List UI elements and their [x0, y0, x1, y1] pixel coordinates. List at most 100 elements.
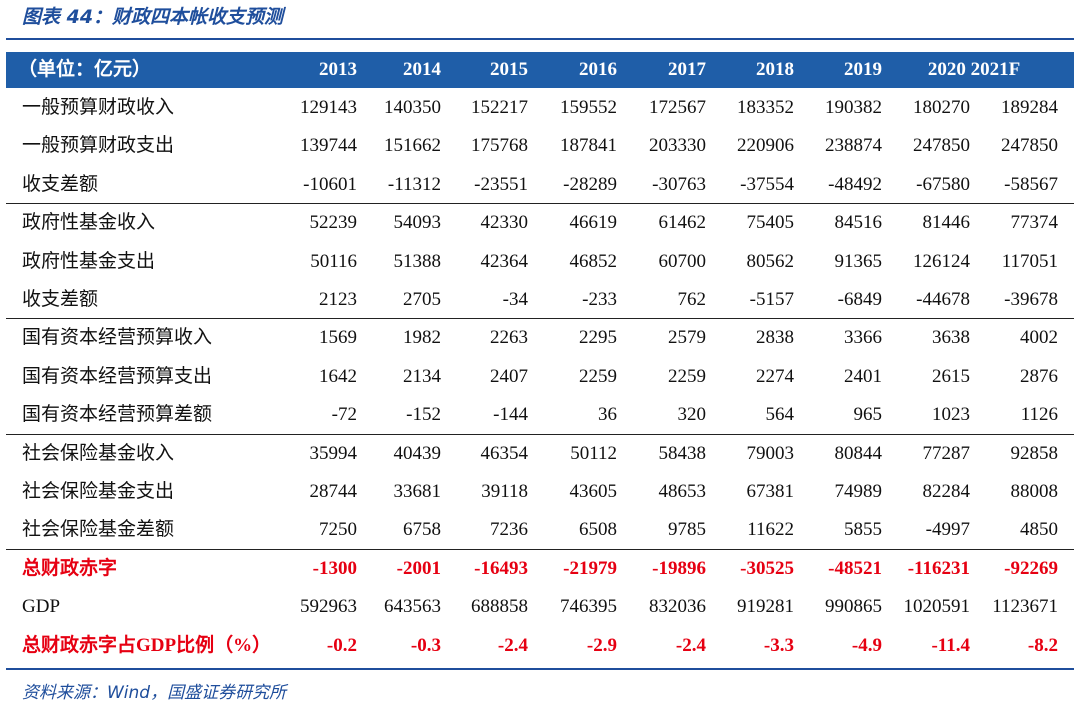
cell-value: 180270 [913, 97, 970, 118]
cell-value: 1982 [403, 327, 441, 349]
cell-value: 58438 [658, 442, 707, 464]
cell-value: 46619 [569, 212, 618, 234]
cell-value: 175768 [471, 135, 528, 157]
row-label: 社会保险基金支出 [22, 481, 175, 502]
cell-value: -21979 [563, 557, 617, 579]
cell-value: 28744 [309, 481, 358, 502]
cell-value: 43605 [569, 481, 618, 502]
cell-value: -16493 [474, 557, 528, 579]
cell-value: 48653 [658, 481, 707, 502]
header-cell: 2015 [490, 59, 528, 80]
cell-value: -233 [582, 289, 617, 310]
cell-value: -39678 [1004, 289, 1058, 310]
cell-value: -28289 [563, 173, 617, 195]
cell-value: 117051 [1001, 250, 1058, 272]
cell-value: 80844 [834, 442, 883, 464]
cell-value: 220906 [737, 135, 794, 157]
cell-value: -2.9 [586, 634, 617, 656]
cell-value: -2.4 [675, 634, 706, 656]
header-cell: 2019 [844, 59, 882, 80]
cell-value: 990865 [825, 596, 882, 618]
cell-value: 84516 [834, 212, 883, 234]
cell-value: 152217 [471, 97, 528, 118]
top-rule [6, 38, 1074, 40]
cell-value: 11622 [747, 519, 794, 541]
cell-value: 832036 [649, 596, 706, 618]
bottom-rule [6, 668, 1074, 670]
row-label: 国有资本经营预算差额 [22, 404, 213, 426]
cell-value: -11312 [387, 173, 441, 195]
cell-value: 238874 [825, 135, 882, 157]
cell-value: 79003 [746, 442, 795, 464]
cell-value: 61462 [658, 212, 707, 234]
cell-value: 81446 [922, 212, 971, 234]
cell-value: 159552 [560, 97, 617, 118]
cell-value: 203330 [649, 135, 706, 157]
cell-value: -5157 [749, 289, 794, 310]
cell-value: -0.3 [410, 634, 441, 656]
cell-value: 46354 [480, 442, 529, 464]
cell-value: 80562 [746, 250, 795, 272]
cell-value: 91365 [834, 250, 883, 272]
row-label: 国有资本经营预算收入 [22, 327, 213, 349]
cell-value: 919281 [737, 596, 794, 618]
cell-value: 82284 [922, 481, 971, 502]
cell-value: -1300 [312, 557, 357, 579]
row-label: 政府性基金收入 [22, 212, 156, 234]
cell-value: 1020591 [903, 596, 971, 618]
cell-value: -6849 [837, 289, 882, 310]
cell-value: 77374 [1010, 212, 1059, 234]
cell-value: 247850 [1001, 135, 1058, 157]
source: 资料来源：Wind，国盛证券研究所 [22, 683, 287, 703]
cell-value: 140350 [384, 97, 441, 118]
cell-value: 2838 [756, 327, 794, 349]
group-rule [6, 433, 1074, 435]
cell-value: 52239 [309, 212, 358, 234]
cell-value: 151662 [384, 135, 441, 157]
cell-value: 39118 [481, 481, 528, 502]
group-rule [6, 318, 1074, 320]
cell-value: 40439 [393, 442, 442, 464]
cell-value: 51388 [393, 250, 442, 272]
header-cell: 2018 [756, 59, 794, 80]
cell-value: 42364 [480, 250, 529, 272]
cell-value: 36 [598, 404, 617, 426]
cell-value: 2274 [756, 365, 794, 387]
cell-value: -23551 [474, 173, 528, 195]
cell-value: 1569 [319, 327, 357, 349]
cell-value: 2705 [403, 289, 441, 310]
cell-value: 2263 [490, 327, 528, 349]
cell-value: 139744 [300, 135, 357, 157]
cell-value: -34 [502, 289, 528, 310]
cell-value: 3366 [844, 327, 882, 349]
header-unit: （单位：亿元） [18, 59, 152, 80]
cell-value: 3638 [932, 327, 970, 349]
cell-value: -0.2 [326, 634, 357, 656]
cell-value: 9785 [668, 519, 706, 541]
cell-value: 2876 [1020, 365, 1058, 387]
cell-value: 77287 [922, 442, 971, 464]
cell-value: -4.9 [851, 634, 882, 656]
cell-value: -30525 [740, 557, 794, 579]
cell-value: 183352 [737, 97, 794, 118]
header-cell: 2017 [668, 59, 706, 80]
cell-value: 6508 [579, 519, 617, 541]
cell-value: 5855 [844, 519, 882, 541]
cell-value: 88008 [1010, 481, 1059, 502]
row-label: 一般预算财政支出 [22, 135, 175, 157]
cell-value: 54093 [393, 212, 442, 234]
cell-value: 33681 [393, 481, 442, 502]
cell-value: 35994 [309, 442, 358, 464]
header-cell: 2013 [319, 59, 357, 80]
header-band [6, 52, 1074, 88]
cell-value: 762 [677, 289, 707, 310]
cell-value: 2123 [319, 289, 357, 310]
header-cell: 2020 2021F [927, 59, 1021, 80]
row-label: GDP [22, 596, 61, 618]
row-label: 国有资本经营预算支出 [22, 365, 213, 387]
cell-value: 6758 [403, 519, 441, 541]
cell-value: 2401 [844, 365, 882, 387]
cell-value: -2001 [396, 557, 441, 579]
cell-value: 2407 [490, 365, 528, 387]
